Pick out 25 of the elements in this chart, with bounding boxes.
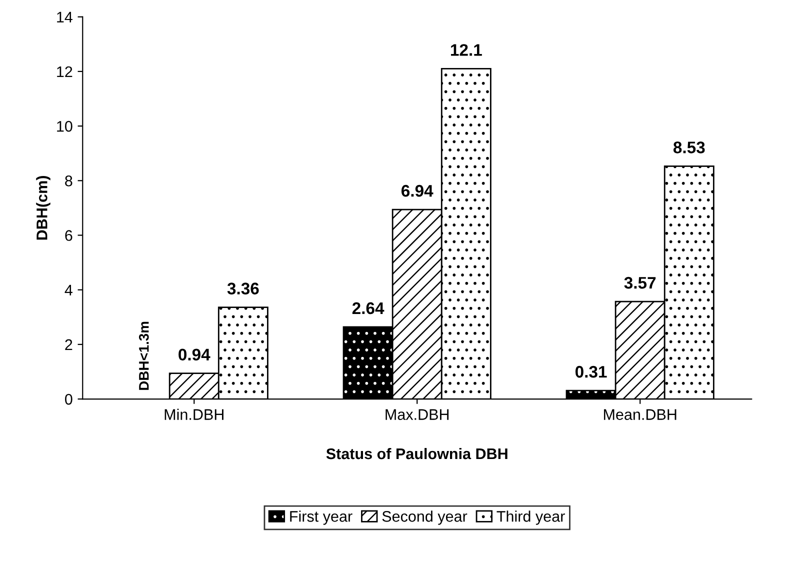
x-tick-label: Mean.DBH xyxy=(604,409,676,420)
y-tick-label: 6 xyxy=(65,230,72,241)
data-label: 3.36 xyxy=(227,282,259,294)
data-label: 0.94 xyxy=(178,348,210,361)
y-tick-label: 12 xyxy=(57,66,72,77)
x-tick-label: Max.DBH xyxy=(386,409,449,420)
y-tick-label: 0 xyxy=(65,394,72,405)
y-axis-title: DBH(cm) xyxy=(36,176,50,240)
y-tick-label: 8 xyxy=(65,176,72,186)
legend-label: First year xyxy=(290,510,352,525)
legend-label: Second year xyxy=(382,510,468,525)
data-label: 0.31 xyxy=(575,366,607,378)
data-label: 6.94 xyxy=(402,184,434,197)
y-tick-label: 10 xyxy=(57,120,72,132)
y-tick-label: 2 xyxy=(65,339,72,350)
data-label: 3.57 xyxy=(624,276,656,289)
y-tick-label: 14 xyxy=(57,12,72,22)
data-label: 12.1 xyxy=(451,44,482,56)
legend-label: Third year xyxy=(496,510,565,525)
annotation: DBH<1.3m xyxy=(138,322,149,390)
x-tick-label: Min.DBH xyxy=(164,408,224,420)
data-label: 8.53 xyxy=(673,142,705,154)
x-axis-title: Status of Paulownia DBH xyxy=(326,448,508,460)
data-label: 2.64 xyxy=(352,302,384,314)
y-tick-label: 4 xyxy=(64,284,72,296)
